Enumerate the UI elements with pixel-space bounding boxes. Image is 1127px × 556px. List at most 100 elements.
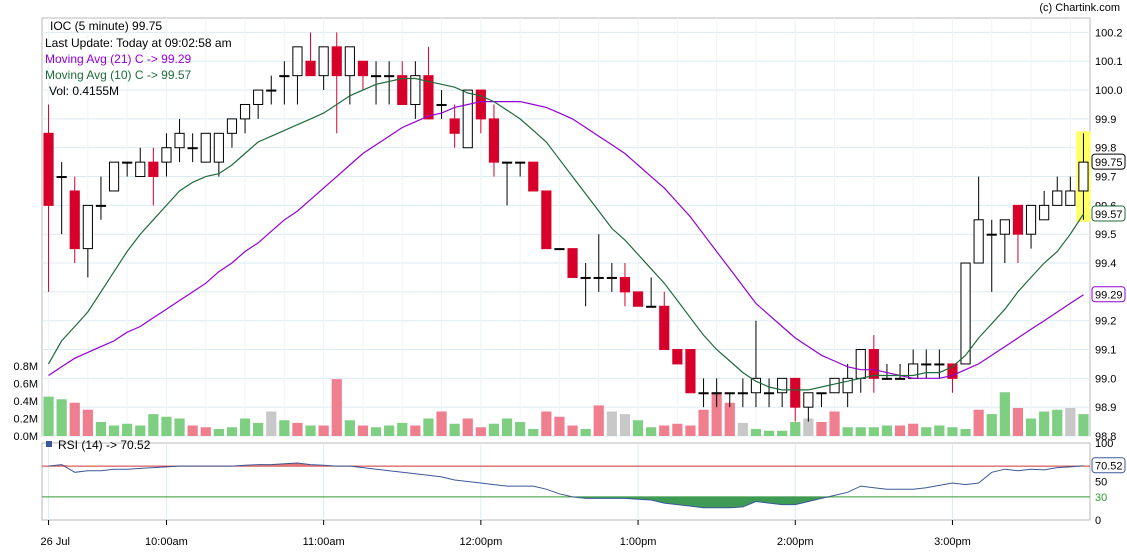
price-tick-label: 99.5 (1095, 229, 1116, 241)
volume-bar (161, 416, 172, 436)
candle-up (986, 233, 997, 236)
rsi-tag-label: 70.52 (1095, 461, 1123, 473)
volume-bar (698, 409, 709, 436)
price-tag-box (1091, 205, 1126, 222)
volume-bar (148, 414, 159, 436)
candle-up (816, 392, 827, 395)
candle-up (108, 161, 120, 192)
volume-bar (475, 427, 486, 436)
price-tag-box (1091, 286, 1126, 303)
candle-up (515, 161, 526, 164)
price-tick-label: 99.4 (1095, 258, 1116, 270)
volume-bar (973, 409, 984, 436)
volume-bar (69, 402, 80, 436)
rsi-tick-label: 100 (1095, 438, 1113, 450)
volume-bar (43, 396, 54, 436)
candle-down (43, 132, 54, 206)
volume-bar (855, 427, 866, 436)
candle-up (1065, 190, 1076, 206)
candle-up (135, 161, 146, 178)
volume-bar (331, 379, 342, 436)
candle-down (947, 363, 958, 379)
volume-bar (213, 429, 224, 436)
candle-down (632, 291, 644, 307)
volume-bar (711, 392, 722, 436)
volume-bar (357, 425, 369, 436)
volume-bar (384, 425, 395, 436)
candle-down (148, 161, 159, 178)
volume-bar (56, 399, 67, 436)
volume-bar (95, 422, 107, 436)
volume-bar (200, 427, 211, 436)
candle-up (921, 363, 932, 366)
ma10-legend: Moving Avg (10) C -> 99.57 (45, 68, 192, 82)
candle-up (698, 392, 709, 395)
volume-bar (672, 423, 683, 436)
candle-down (331, 46, 342, 77)
grid-layer (41, 17, 1091, 521)
candle-up (750, 377, 762, 394)
price-panel-frame (41, 17, 1091, 437)
volume-tick-label: 0.0M (14, 431, 38, 443)
axis-labels: 98.898.999.099.199.299.399.499.599.699.7… (14, 27, 1123, 548)
volume-bar (999, 392, 1010, 436)
candle-up (881, 377, 893, 380)
price-tick-label: 98.8 (1095, 431, 1116, 443)
ma10-line (47, 77, 1085, 391)
candle-down (685, 349, 696, 394)
price-tag-box (1091, 153, 1126, 170)
candle-up (410, 75, 421, 105)
volume-bar (632, 420, 644, 436)
volume-bar (921, 427, 932, 436)
candle-up (646, 305, 657, 308)
price-tags: 99.75 99.57 99.29 70.52 (1091, 153, 1126, 474)
candle-up (737, 392, 748, 395)
candle-up (593, 276, 604, 279)
candle-up (292, 46, 303, 77)
volume-tick-label: 0.8M (14, 361, 38, 373)
price-tick-label: 100.2 (1095, 27, 1123, 39)
credit-text: (c) Chartink.com (1039, 2, 1120, 14)
candle-up (344, 46, 355, 77)
candle-up (266, 89, 277, 92)
candle-up (253, 89, 264, 105)
candle-up (724, 392, 735, 395)
volume-tick-label: 0.4M (14, 396, 38, 408)
volume-bar (292, 422, 303, 436)
volume-bar (515, 422, 526, 436)
volume-bar (934, 425, 945, 436)
volume-bar (266, 411, 277, 436)
volume-bar (724, 402, 735, 436)
time-tick-label: 10:00am (145, 536, 188, 548)
candle-up (501, 161, 513, 164)
rsi-line (48, 462, 1084, 509)
volume-bar (737, 422, 748, 436)
candle-down (567, 248, 578, 278)
volume-bar (344, 420, 355, 436)
time-tick-label: 3:00pm (934, 536, 971, 548)
volume-bar (305, 425, 316, 436)
price-tick-label: 100.0 (1095, 85, 1123, 97)
candle-up (999, 219, 1010, 235)
volume-bar (122, 423, 133, 436)
volume-bar (82, 409, 93, 436)
candle-up (777, 377, 788, 394)
volume-bar (318, 425, 329, 436)
candle-up (1025, 204, 1037, 235)
rsi-panel (42, 462, 1090, 509)
time-tick-label: 12:00pm (459, 536, 502, 548)
candle-down (305, 60, 316, 77)
candle-up (934, 363, 945, 366)
candle-up (384, 75, 395, 78)
price-tick-label: 99.1 (1095, 345, 1116, 357)
rsi-tag-box (1091, 457, 1126, 474)
candle-up (855, 349, 866, 379)
volume-tick-label: 0.6M (14, 379, 38, 391)
volume-bar (763, 430, 775, 436)
price-tick-label: 100.1 (1095, 56, 1123, 68)
volume-bar (816, 422, 827, 436)
volume-bar (829, 411, 840, 436)
candle-up (122, 161, 133, 164)
candle-up (960, 262, 971, 365)
